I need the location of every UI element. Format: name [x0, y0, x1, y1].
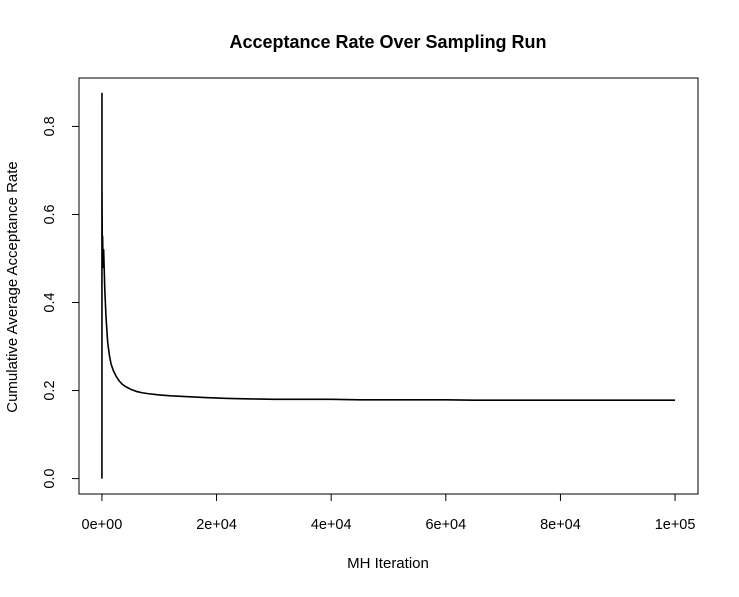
y-tick-label: 0.6 — [42, 204, 58, 224]
x-tick-label: 4e+04 — [311, 517, 352, 533]
x-tick-label: 1e+05 — [655, 517, 696, 533]
x-tick-label: 2e+04 — [196, 517, 237, 533]
series-layer — [101, 92, 676, 479]
y-tick-label: 0.4 — [42, 292, 58, 312]
x-tick-label: 6e+04 — [425, 517, 466, 533]
chart-title: Acceptance Rate Over Sampling Run — [229, 32, 546, 52]
y-axis: 0.0 0.2 0.4 0.6 0.8 — [42, 116, 80, 489]
x-tick-label: 8e+04 — [540, 517, 581, 533]
x-axis-label: MH Iteration — [347, 555, 429, 572]
x-tick-label: 0e+00 — [82, 517, 123, 533]
y-tick-label: 0.2 — [42, 380, 58, 400]
y-tick-label: 0.8 — [42, 116, 58, 136]
series-line — [101, 92, 676, 479]
y-tick-label: 0.0 — [42, 469, 58, 489]
y-axis-label: Cumulative Average Acceptance Rate — [4, 161, 21, 413]
x-axis: 0e+00 2e+04 4e+04 6e+04 8e+04 1e+05 — [82, 493, 696, 533]
plot-frame — [78, 77, 699, 495]
